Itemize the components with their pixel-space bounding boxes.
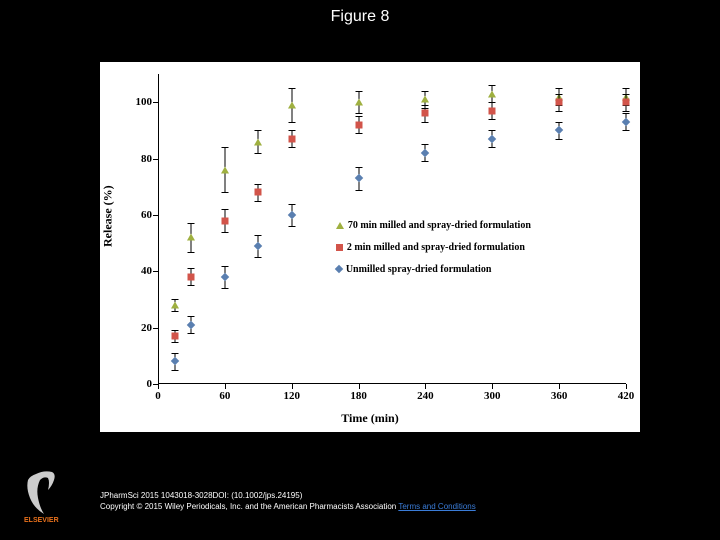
x-tick-label: 300 [484, 390, 501, 402]
data-point [170, 357, 178, 365]
data-point [187, 321, 195, 329]
legend-item: 70 min milled and spray-dried formulatio… [336, 220, 531, 231]
data-point [171, 302, 179, 309]
x-tick-label: 0 [155, 390, 161, 402]
y-axis-line [158, 74, 159, 384]
data-point [354, 174, 362, 182]
x-tick-label: 120 [283, 390, 300, 402]
figure-title: Figure 8 [0, 0, 720, 26]
y-tick-label: 20 [130, 322, 152, 334]
x-tick-label: 360 [551, 390, 568, 402]
data-point [221, 217, 228, 224]
data-point [421, 149, 429, 157]
svg-text:ELSEVIER: ELSEVIER [24, 517, 59, 524]
data-point [355, 99, 363, 106]
chart-container: Release (%) Time (min) 06012018024030036… [100, 62, 640, 432]
y-tick-label: 100 [130, 96, 152, 108]
data-point [488, 135, 496, 143]
data-point [488, 90, 496, 97]
x-tick-label: 240 [417, 390, 434, 402]
copyright-line: Copyright © 2015 Wiley Periodicals, Inc.… [100, 502, 476, 512]
footer-citation: JPharmSci 2015 1043018-3028DOI: (10.1002… [100, 491, 476, 512]
x-axis-title: Time (min) [341, 411, 398, 426]
legend-item: 2 min milled and spray-dried formulation [336, 242, 525, 253]
legend-item: Unmilled spray-dried formulation [336, 264, 492, 275]
data-point [555, 126, 563, 134]
data-point [556, 99, 563, 106]
x-tick-label: 180 [350, 390, 367, 402]
data-point [171, 333, 178, 340]
plot-area: 06012018024030036042002040608010070 min … [158, 74, 626, 384]
data-point [355, 121, 362, 128]
data-point [287, 211, 295, 219]
y-axis-title: Release (%) [101, 185, 116, 247]
data-point [623, 99, 630, 106]
data-point [288, 135, 295, 142]
y-tick-label: 80 [130, 153, 152, 165]
x-tick-label: 60 [219, 390, 230, 402]
data-point [255, 189, 262, 196]
data-point [187, 234, 195, 241]
data-point [288, 102, 296, 109]
data-point [254, 242, 262, 250]
x-tick-label: 420 [618, 390, 635, 402]
data-point [188, 273, 195, 280]
data-point [422, 110, 429, 117]
data-point [622, 118, 630, 126]
terms-link[interactable]: Terms and Conditions [398, 502, 475, 511]
y-tick-label: 0 [130, 378, 152, 390]
x-axis-line [158, 383, 626, 384]
elsevier-logo: ELSEVIER [20, 468, 76, 524]
y-tick-label: 40 [130, 265, 152, 277]
data-point [489, 107, 496, 114]
data-point [254, 138, 262, 145]
citation-line: JPharmSci 2015 1043018-3028DOI: (10.1002… [100, 491, 476, 501]
data-point [221, 166, 229, 173]
data-point [221, 273, 229, 281]
data-point [421, 96, 429, 103]
y-tick-label: 60 [130, 209, 152, 221]
